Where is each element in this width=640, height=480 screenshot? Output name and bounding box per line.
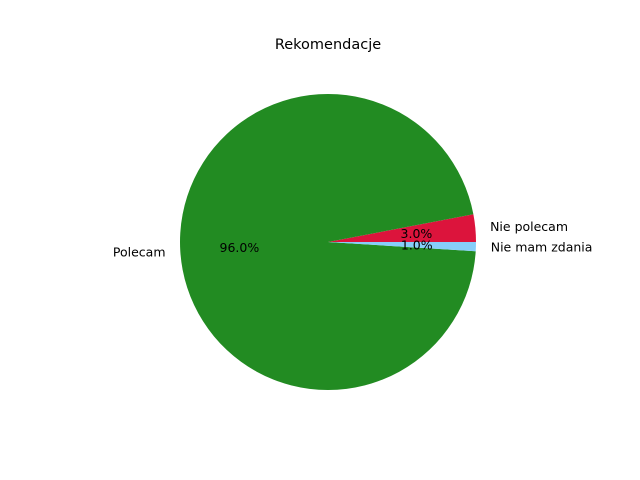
chart-title: Rekomendacje (275, 37, 381, 53)
pie-labels: Nie polecam 3.0% Polecam 96.0% Nie mam zdani… (113, 219, 593, 260)
pie-slice-polecam (180, 94, 476, 391)
slice-label-nie-mam-zdania: Nie mam zdania (491, 240, 593, 255)
slice-percent-polecam: 96.0% (220, 240, 260, 255)
slice-label-nie-polecam: Nie polecam (490, 219, 568, 234)
pie-slice-nie-mam-zdania (328, 242, 476, 252)
slice-percent-nie-polecam: 3.0% (401, 226, 433, 241)
pie-slice-nie-polecam (328, 214, 476, 242)
slice-label-polecam: Polecam (113, 245, 166, 260)
slice-percent-nie-mam-zdania: 1.0% (401, 237, 433, 252)
pie-slices (180, 94, 476, 391)
